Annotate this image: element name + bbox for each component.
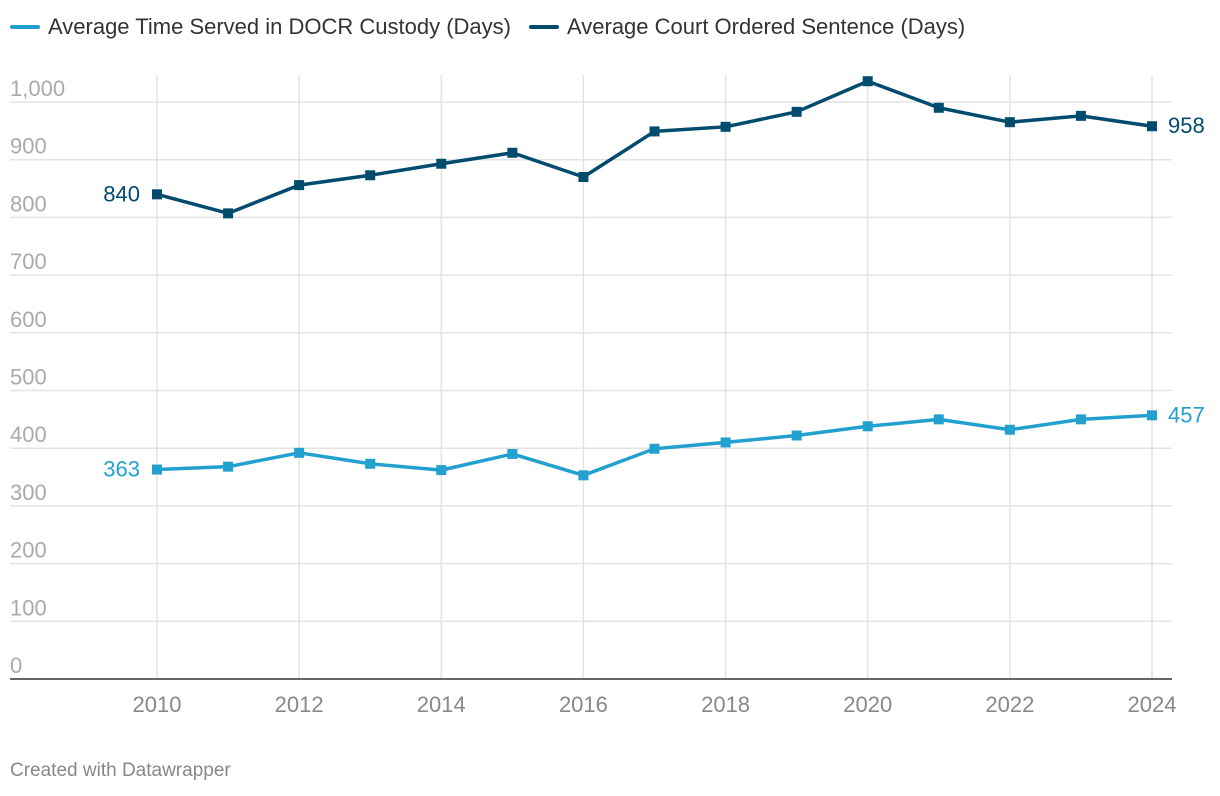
series-0-point-2023 (1075, 414, 1086, 425)
series-1-point-2012 (294, 180, 305, 191)
series-1-last-label: 958 (1168, 113, 1205, 138)
y-tick-label-800: 800 (10, 191, 47, 216)
series-0-point-2010 (152, 464, 162, 475)
series-1-point-2023 (1075, 110, 1086, 121)
y-tick-label-300: 300 (10, 480, 47, 505)
y-tick-label-500: 500 (10, 365, 47, 390)
x-tick-label-2018: 2018 (701, 692, 750, 717)
legend-swatch-court-sentence (528, 25, 559, 29)
series-0-point-2016 (578, 470, 589, 481)
x-tick-label-2012: 2012 (275, 692, 324, 717)
series-1-point-2021 (933, 102, 944, 113)
series-line-1 (156, 79, 1153, 216)
x-tick-label-2022: 2022 (985, 692, 1034, 717)
series-1-first-label: 840 (103, 181, 140, 206)
series-1-point-2022 (1004, 117, 1015, 128)
y-tick-label-0: 0 (10, 653, 22, 678)
x-tick-label-2016: 2016 (559, 692, 608, 717)
series-0-point-2020 (862, 421, 873, 432)
legend-label-court-sentence: Average Court Ordered Sentence (Days) (566, 14, 966, 39)
series-1-point-2015 (507, 147, 518, 158)
series-0-last-label: 457 (1168, 402, 1205, 427)
y-tick-label-400: 400 (10, 422, 47, 447)
y-tick-label-1000: 1,000 (10, 76, 65, 101)
y-tick-label-100: 100 (10, 595, 47, 620)
series-0-point-2024 (1147, 410, 1157, 421)
footer-credit: Created with Datawrapper (10, 760, 231, 781)
series-1-point-2019 (791, 106, 802, 117)
legend-item-court-sentence: Average Court Ordered Sentence (Days) (528, 14, 966, 40)
x-tick-label-2014: 2014 (417, 692, 466, 717)
series-0-point-2021 (933, 414, 944, 425)
series-0-first-label: 363 (103, 457, 140, 482)
y-tick-label-700: 700 (10, 249, 47, 274)
x-tick-label-2020: 2020 (843, 692, 892, 717)
series-1-point-2017 (649, 126, 660, 137)
series-1-point-2014 (436, 158, 447, 169)
series-1-point-2013 (365, 170, 376, 181)
x-tick-label-2010: 2010 (133, 692, 182, 717)
series-1-point-2010 (152, 189, 162, 200)
series-1-point-2018 (720, 121, 731, 132)
series-1-point-2011 (223, 208, 234, 219)
y-tick-label-200: 200 (10, 538, 47, 563)
series-1-point-2020 (862, 76, 873, 87)
legend-swatch-time-served (10, 25, 40, 29)
series-1-point-2024 (1147, 121, 1157, 132)
series-0-point-2014 (436, 465, 447, 476)
series-0-point-2019 (791, 430, 802, 441)
chart-legend: Average Time Served in DOCR Custody (Day… (10, 14, 983, 40)
legend-item-time-served: Average Time Served in DOCR Custody (Day… (10, 14, 511, 40)
series-0-point-2013 (365, 458, 376, 469)
series-0-point-2018 (720, 437, 731, 448)
y-tick-label-600: 600 (10, 307, 47, 332)
series-0-point-2017 (649, 443, 660, 454)
legend-label-time-served: Average Time Served in DOCR Custody (Day… (48, 14, 511, 39)
series-0-point-2015 (507, 448, 518, 459)
series-1-point-2016 (578, 172, 589, 183)
series-0-point-2011 (223, 461, 234, 472)
x-tick-label-2024: 2024 (1128, 692, 1177, 717)
series-0-point-2012 (294, 447, 305, 458)
series-0-point-2022 (1004, 424, 1015, 435)
y-tick-label-900: 900 (10, 134, 47, 159)
